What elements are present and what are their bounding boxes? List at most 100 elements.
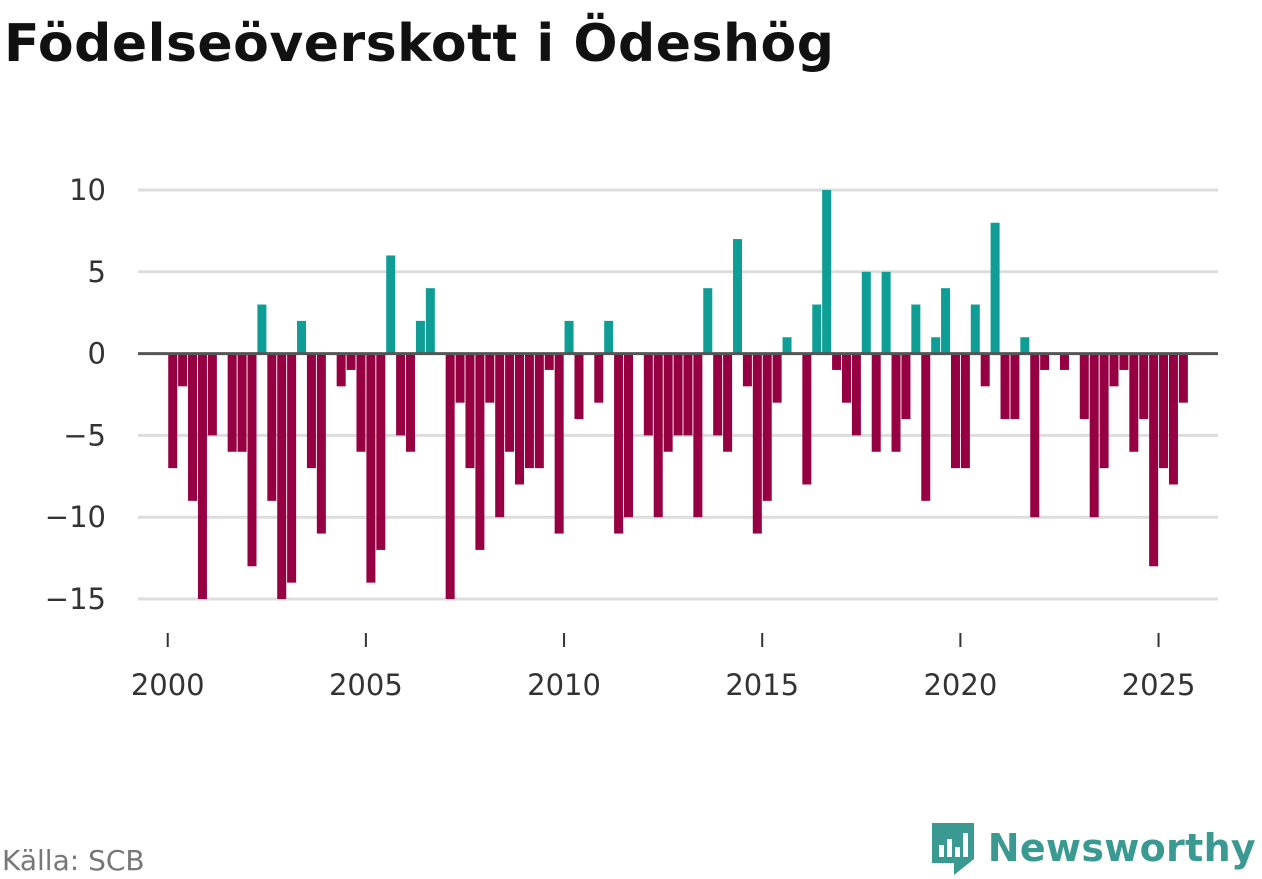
bar: [1000, 353, 1010, 420]
bar: [950, 353, 960, 469]
bar: [1119, 353, 1129, 370]
bar: [673, 353, 683, 436]
newsworthy-logo[interactable]: Newsworthy: [928, 817, 1256, 879]
bar: [643, 353, 653, 436]
bar: [1149, 353, 1159, 567]
bar: [960, 353, 970, 469]
bar: [554, 353, 564, 534]
bar: [277, 353, 287, 599]
bar: [1178, 353, 1188, 403]
bar: [505, 353, 515, 452]
bar: [1030, 353, 1040, 518]
source-label: Källa: SCB: [2, 844, 145, 877]
bar: [881, 271, 891, 354]
x-axis: 2000 2005 2010 2015 2020 2025: [131, 633, 1195, 702]
bar: [762, 353, 772, 501]
bar: [197, 353, 207, 599]
bar: [752, 353, 762, 534]
bar: [544, 353, 554, 370]
x-tick-label: 2015: [725, 668, 799, 702]
bar: [346, 353, 356, 370]
bar: [316, 353, 326, 534]
bar: [207, 353, 217, 436]
y-axis: 10 5 0 −5 −10 −15: [45, 173, 106, 616]
bar: [742, 353, 752, 387]
bar: [406, 353, 416, 452]
bar: [524, 353, 534, 469]
bar: [247, 353, 257, 567]
bar: [911, 304, 921, 354]
bar: [703, 288, 713, 354]
bar: [495, 353, 505, 518]
bar: [475, 353, 485, 550]
bar: [287, 353, 297, 583]
bar: [267, 353, 277, 501]
chart-title: Födelseöverskott i Ödeshög: [4, 14, 835, 74]
bar: [861, 271, 871, 354]
bar: [723, 353, 733, 452]
bar: [653, 353, 663, 518]
bar: [306, 353, 316, 469]
bar: [941, 288, 951, 354]
bar: [237, 353, 247, 452]
bar: [1079, 353, 1089, 420]
bar: [683, 353, 693, 436]
bar: [485, 353, 495, 403]
x-tick-label: 2020: [923, 668, 997, 702]
bar: [990, 222, 1000, 354]
bar: [1010, 353, 1020, 420]
bar: [733, 239, 742, 354]
bar: [396, 353, 406, 436]
bar: [1089, 353, 1099, 518]
bar: [604, 320, 614, 354]
bar: [594, 353, 604, 403]
bar: [663, 353, 673, 452]
bar: [802, 353, 812, 485]
bar: [425, 288, 435, 354]
bar: [415, 320, 425, 354]
bar: [376, 353, 386, 550]
bar: [1168, 353, 1178, 485]
bar: [386, 255, 396, 354]
bar: [1139, 353, 1149, 420]
bar: [445, 353, 455, 599]
bar: [1109, 353, 1119, 387]
bar: [1059, 353, 1069, 370]
bar: [871, 353, 881, 452]
bar: [1040, 353, 1050, 370]
bar: [356, 353, 366, 452]
bar: [980, 353, 990, 387]
bar: [534, 353, 544, 469]
y-tick-label: 5: [88, 255, 106, 289]
bar: [851, 353, 861, 436]
newsworthy-logo-icon: [931, 823, 974, 875]
x-tick-label: 2005: [329, 668, 403, 702]
bar: [931, 337, 941, 354]
bar: [614, 353, 624, 534]
bar: [297, 320, 307, 354]
bar: [574, 353, 584, 420]
bar: [564, 320, 574, 354]
bar: [772, 353, 782, 403]
bar: [693, 353, 703, 518]
bar: [366, 353, 376, 583]
bar: [227, 353, 237, 452]
bar: [515, 353, 525, 485]
newsworthy-logo-text: Newsworthy: [987, 826, 1256, 870]
bar: [465, 353, 475, 469]
bar: [841, 353, 851, 403]
bar: [921, 353, 931, 501]
y-tick-label: −15: [45, 582, 106, 616]
bar: [901, 353, 911, 420]
bar: [336, 353, 346, 387]
y-tick-label: 0: [88, 337, 106, 371]
bars: [168, 190, 1188, 599]
bar: [832, 353, 842, 370]
bar: [1159, 353, 1169, 469]
bar: [1099, 353, 1109, 469]
bar: [168, 353, 178, 469]
bar: [624, 353, 633, 518]
bar: [812, 304, 822, 354]
bar: [257, 304, 267, 354]
